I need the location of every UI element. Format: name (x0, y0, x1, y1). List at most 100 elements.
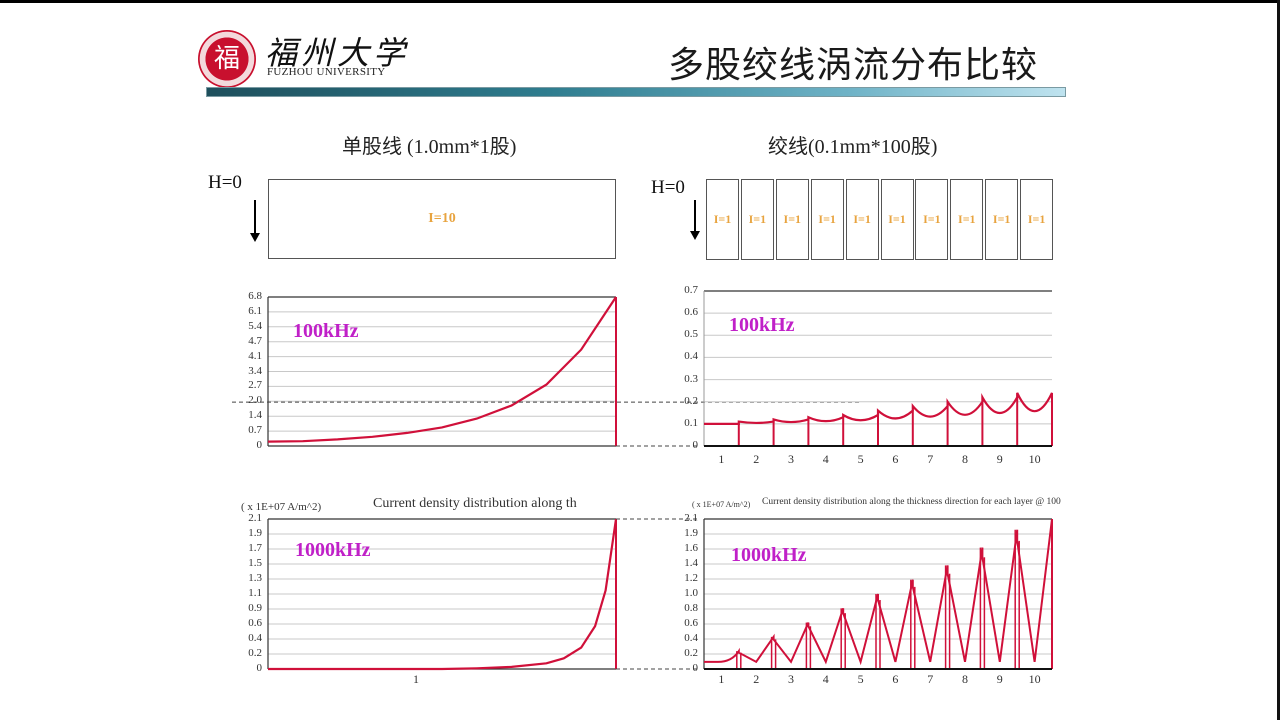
y-tick-label: 0.6 (684, 617, 698, 629)
y-tick-label: 2.1 (684, 512, 698, 524)
window-top-border (0, 0, 1280, 3)
y-tick-label: 1.4 (684, 557, 698, 569)
x-tick-label: 4 (822, 672, 829, 686)
university-name-en: FUZHOU UNIVERSITY (267, 66, 386, 78)
down-arrow-icon (690, 200, 700, 240)
y-tick-label: 0 (256, 662, 263, 674)
x-tick-label: 7 (927, 672, 934, 686)
x-tick-label: 6 (892, 672, 899, 686)
x-tick-label: 1 (718, 672, 725, 686)
x-tick-label: 2 (753, 672, 760, 686)
y-tick-label: 1.5 (248, 557, 262, 569)
right-heading: 绞线(0.1mm*100股) (768, 136, 938, 158)
strand-conductor: I=1 (880, 179, 914, 260)
x-tick-label: 7 (927, 452, 934, 466)
chart-title-single-1000k: Current density distribution along th (373, 496, 577, 511)
freq-label-single-1000k: 1000kHz (295, 539, 371, 561)
x-tick-label: 2 (753, 452, 760, 466)
y-tick-label: 0.2 (684, 647, 698, 659)
y-tick-label: 0.4 (684, 350, 698, 363)
y-tick-label: 0 (692, 662, 699, 674)
slide-title: 多股绞线涡流分布比较 (668, 45, 1039, 86)
strand-current: I=1 (853, 212, 871, 226)
x-tick-label: 10 (1028, 452, 1041, 466)
y-tick-label: 4.1 (248, 349, 262, 362)
chart-title-litz-1000k: Current density distribution along the t… (762, 497, 1061, 507)
x-tick-label: 8 (962, 452, 968, 466)
y-tick-label: 6.8 (248, 290, 262, 302)
y-tick-label: 3.4 (248, 364, 262, 377)
y-tick-label: 1.9 (684, 527, 698, 539)
y-tick-label: 2.1 (248, 512, 262, 524)
strand-current: I=1 (1027, 212, 1046, 226)
strand-current: I=1 (958, 212, 976, 226)
single-conductor: I=10 (268, 179, 616, 259)
title-rule (206, 87, 1066, 97)
logo-char: 福 (213, 44, 240, 74)
strand-current: I=1 (783, 212, 802, 226)
strand-conductor: I=1 (985, 179, 1019, 260)
y-tick-label: 0.1 (684, 416, 698, 429)
y-tick-label: 0.3 (684, 372, 698, 385)
down-arrow-icon (250, 200, 260, 242)
y-tick-label: 2.0 (248, 394, 262, 407)
y-tick-label: 0 (256, 439, 263, 451)
y-tick-label: 0.2 (248, 647, 262, 659)
window-right-border (1277, 0, 1280, 720)
y-tick-label: 0.2 (684, 394, 698, 407)
strand-current: I=1 (923, 212, 941, 226)
university-logo: 福 (198, 30, 256, 88)
unit-label-single: ( x 1E+07 A/m^2) (241, 501, 322, 513)
x-tick-label: 4 (822, 452, 829, 466)
freq-label-litz-100k: 100kHz (729, 314, 795, 336)
unit-label-litz: ( x 1E+07 A/m^2) (692, 500, 751, 509)
x-tick-label: 9 (996, 672, 1003, 686)
y-tick-label: 0.7 (248, 424, 262, 437)
y-tick-label: 1.6 (684, 542, 698, 554)
strand-current: I=1 (992, 212, 1011, 226)
y-tick-label: 1.1 (248, 587, 262, 599)
x-tick-label: 9 (996, 452, 1003, 466)
strand-conductor: I=1 (845, 179, 879, 260)
x-tick-label: 3 (788, 452, 794, 466)
strand-conductor: I=1 (775, 179, 809, 260)
strand-conductor: I=1 (706, 179, 739, 260)
left-h-label: H=0 (208, 172, 242, 193)
y-tick-label: 0.9 (248, 602, 262, 614)
y-tick-label: 0.4 (248, 632, 262, 644)
university-name-cn: 福州大学 (265, 34, 410, 72)
y-tick-label: 1.3 (248, 572, 262, 584)
strand-conductor: I=1 (740, 179, 774, 260)
y-tick-label: 1.4 (248, 409, 262, 422)
x-tick-label: 3 (788, 672, 794, 686)
y-tick-label: 0.4 (684, 632, 698, 644)
strand-conductor: I=1 (950, 179, 984, 260)
strand-current: I=1 (818, 212, 836, 226)
y-tick-label: 4.7 (248, 334, 262, 347)
y-tick-label: 2.7 (248, 379, 262, 392)
y-tick-label: 0.7 (684, 284, 698, 296)
y-tick-label: 0.6 (248, 617, 262, 629)
strand-current: I=1 (713, 212, 732, 226)
y-tick-label: 1.7 (248, 542, 262, 554)
x-tick-label: 1 (718, 452, 725, 466)
y-tick-label: 1.9 (248, 527, 262, 539)
x-tick-label: 5 (857, 672, 864, 686)
freq-label-single-100k: 100kHz (293, 320, 359, 342)
freq-label-litz-1000k: 1000kHz (731, 544, 807, 566)
y-tick-label: 0.8 (684, 602, 698, 614)
x-tick-label: 6 (892, 452, 899, 466)
y-tick-label: 5.4 (248, 319, 262, 332)
x-tick-label: 5 (857, 452, 864, 466)
y-tick-label: 0 (692, 439, 699, 451)
x-tick-label: 1 (413, 672, 419, 686)
strand-conductor: I=1 (1020, 179, 1054, 260)
y-tick-label: 0.5 (684, 328, 698, 341)
y-tick-label: 0.6 (684, 306, 698, 319)
y-tick-label: 6.1 (248, 304, 262, 317)
strand-conductor: I=1 (810, 179, 844, 260)
strand-current: I=1 (888, 212, 906, 226)
strand-conductor: I=1 (915, 179, 949, 260)
single-conductor-current: I=10 (428, 211, 456, 226)
